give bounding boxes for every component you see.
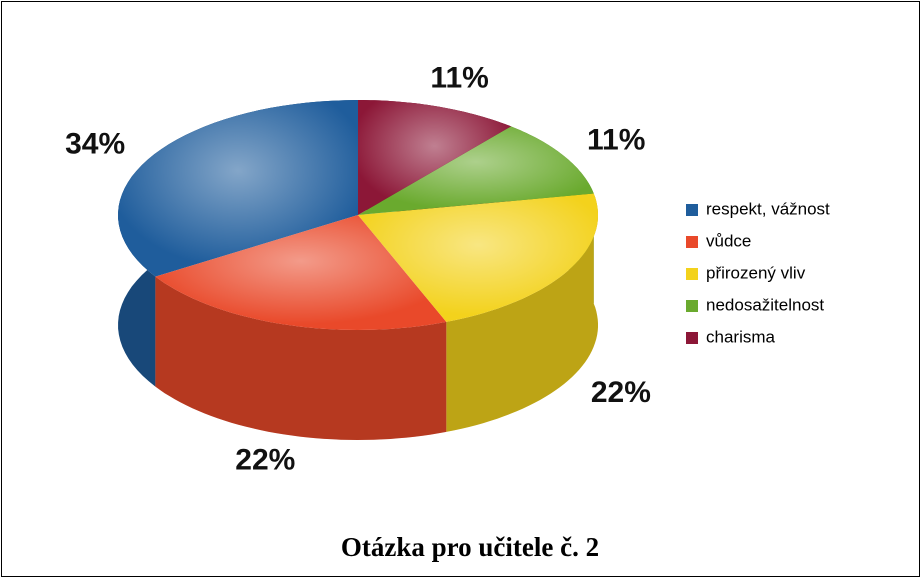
slice-side: [155, 276, 447, 440]
legend-label: charisma: [706, 327, 776, 346]
legend-label: přirozený vliv: [706, 263, 806, 282]
legend-label: vůdce: [706, 231, 751, 250]
legend: respekt, vážnost vůdce přirozený vliv nedos…: [686, 199, 830, 346]
slice-side: [446, 193, 598, 432]
slice-highlight: [155, 215, 447, 330]
data-label: 22%: [591, 376, 651, 409]
data-label: 22%: [235, 444, 295, 477]
slice-side-shade: [155, 276, 447, 440]
slice-highlight: [358, 100, 511, 215]
legend-label: nedosažitelnost: [706, 295, 824, 314]
legend-swatch: [686, 236, 698, 248]
data-label: 11%: [430, 62, 488, 95]
slice-highlight: [358, 193, 598, 322]
labels: 34% 22% 22% 11% 11%: [65, 62, 651, 477]
legend-swatch: [686, 300, 698, 312]
legend-swatch: [686, 204, 698, 216]
slice-highlight: [118, 100, 358, 277]
legend-swatch: [686, 332, 698, 344]
data-label: 34%: [65, 128, 125, 161]
slice-side-shade: [446, 193, 598, 432]
legend-label: respekt, vážnost: [706, 199, 830, 218]
data-label: 11%: [587, 124, 645, 157]
pie: [118, 100, 598, 440]
slice-highlight: [358, 126, 594, 215]
legend-swatch: [686, 268, 698, 280]
chart-title: Otázka pro učitele č. 2: [341, 532, 599, 562]
